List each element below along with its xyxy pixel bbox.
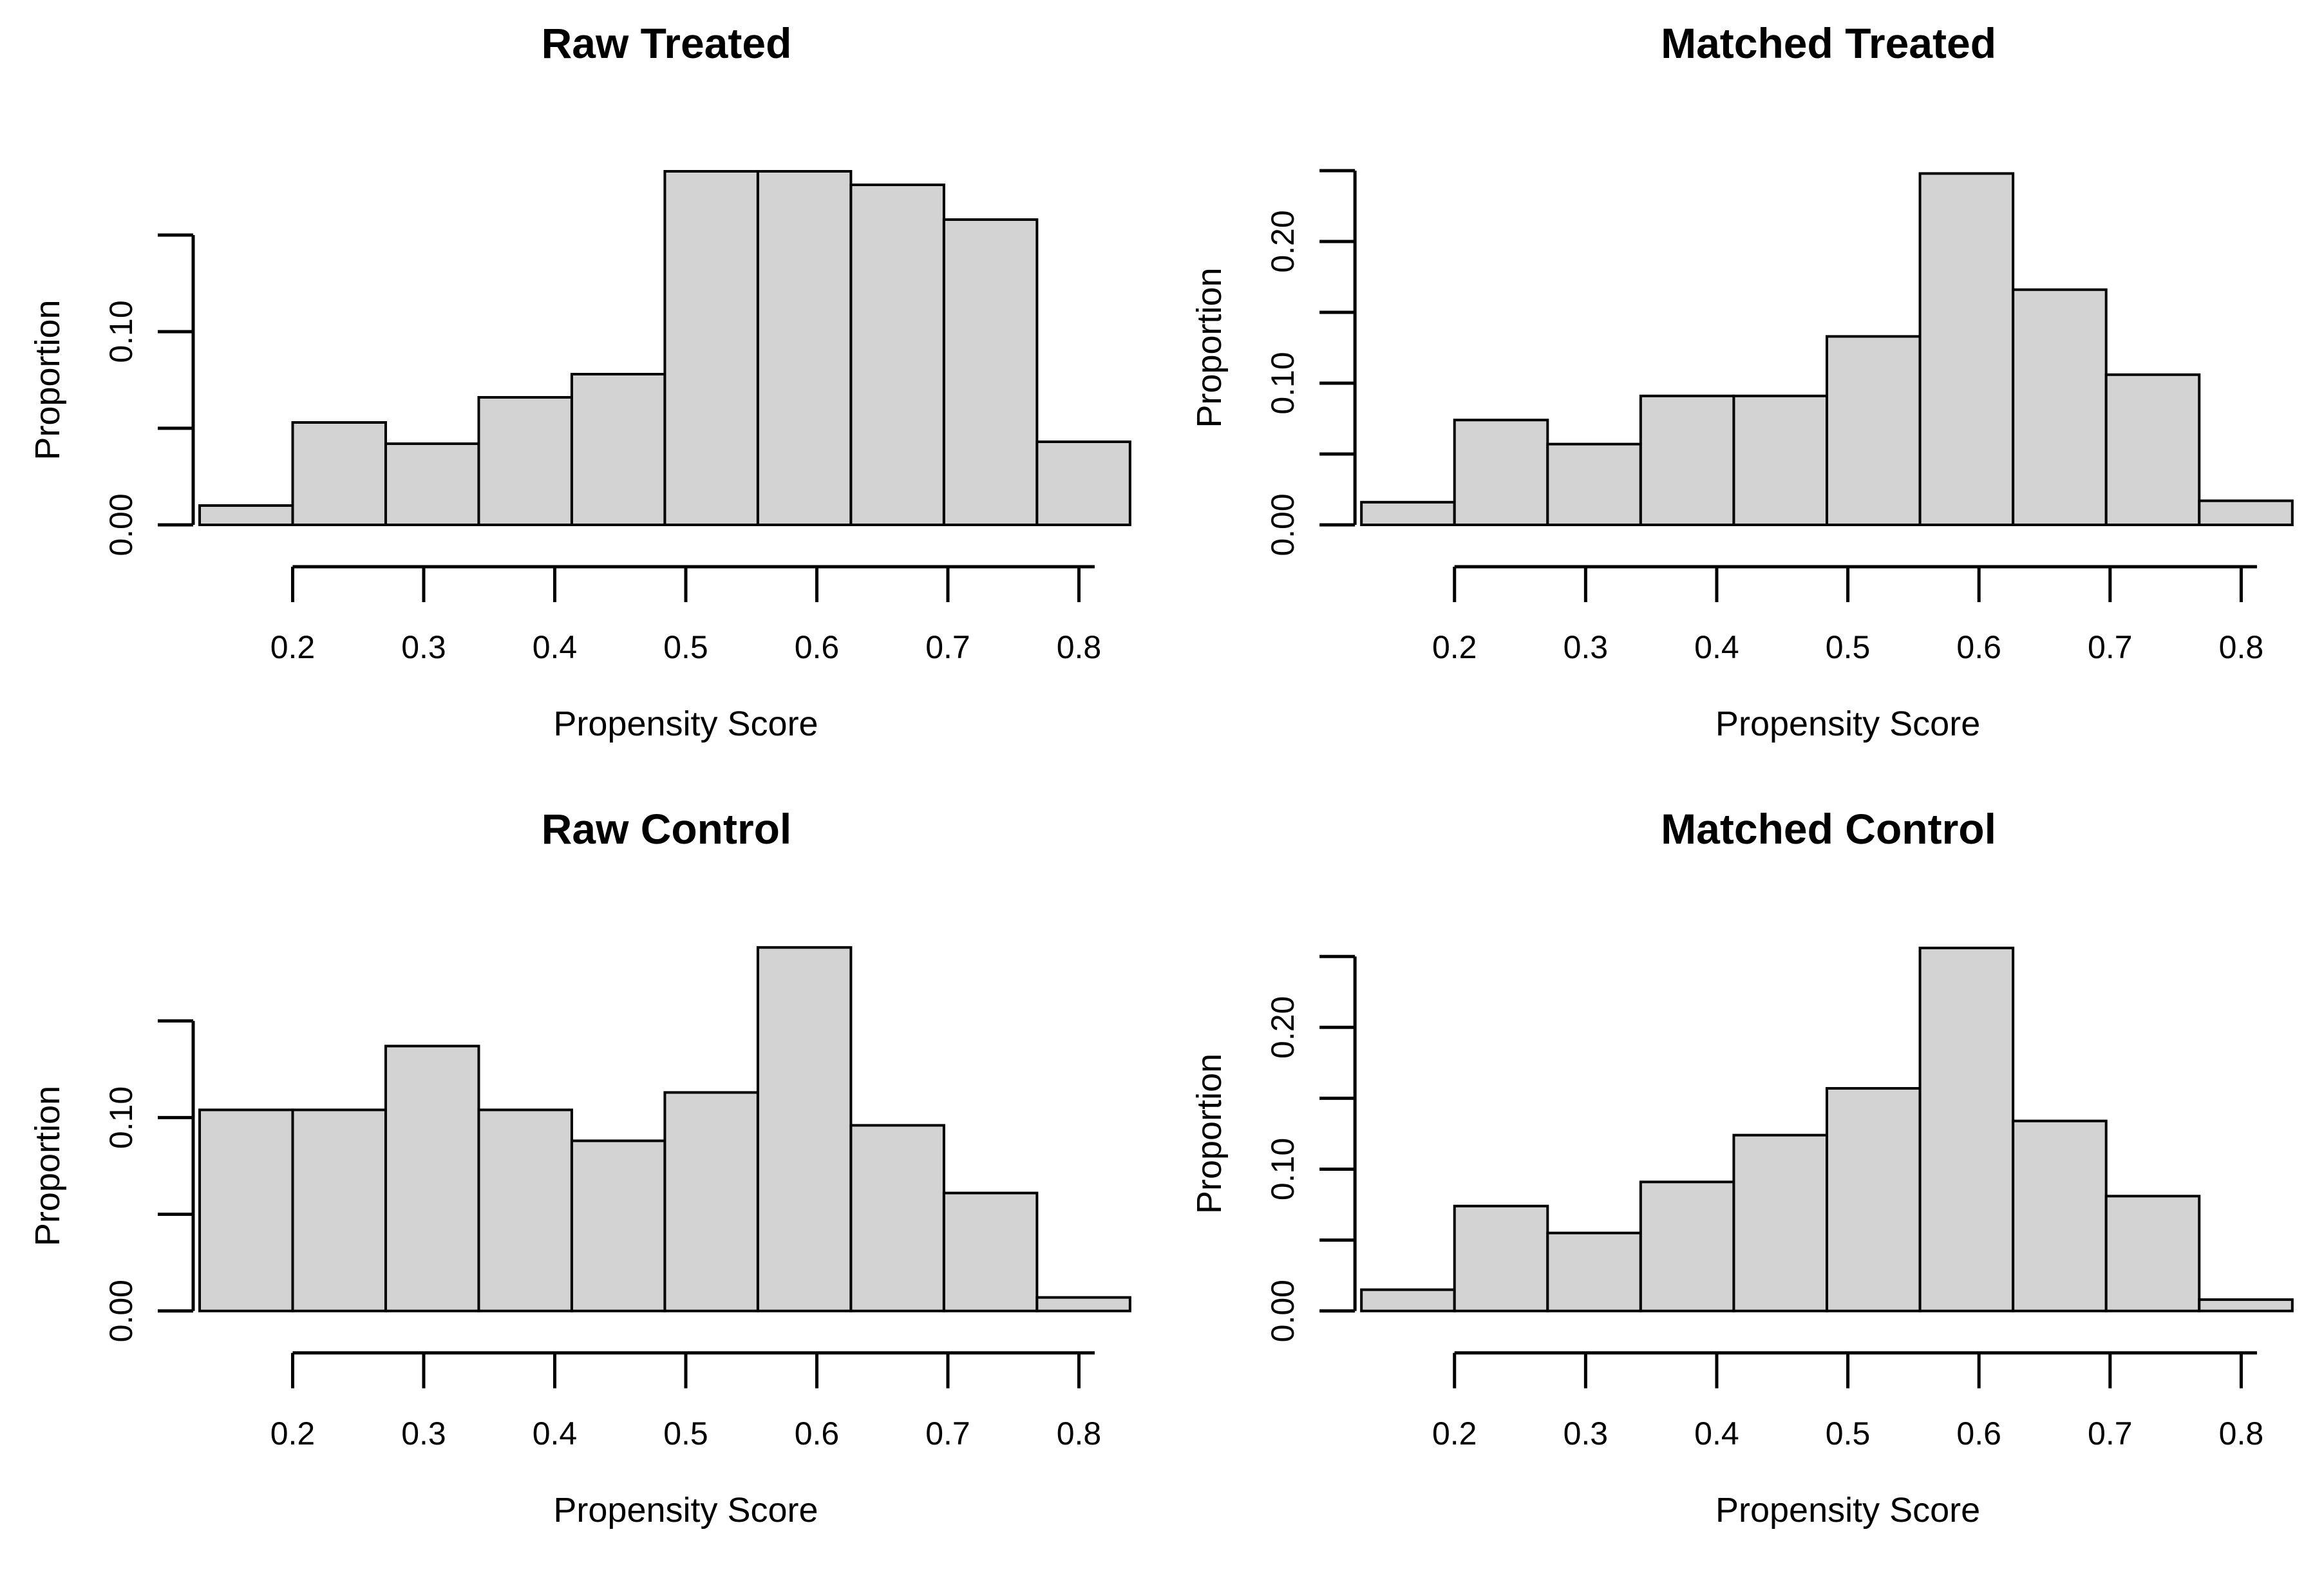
x-tick-label: 0.8: [2219, 1416, 2264, 1452]
panel-matched-control: 0.00 0.10 0.20 Proportion 0.2 0.3 0.4 0.5 0.6 0.7…: [1162, 786, 2324, 1572]
x-tick-label: 0.8: [1057, 629, 1102, 665]
histogram-bar: [1453, 1204, 1549, 1312]
histogram-bar: [1639, 394, 1735, 526]
x-tick-label: 0.6: [795, 629, 840, 665]
histogram-bar: [849, 1124, 945, 1312]
x-tick-label: 0.3: [401, 1416, 446, 1452]
x-tick-label: 0.6: [1956, 629, 2001, 665]
x-tick-label: 0.6: [1956, 1416, 2001, 1452]
histogram-bar: [2012, 1119, 2108, 1312]
x-tick-label: 0.2: [270, 1416, 316, 1452]
matched-control-histogram: 0.00 0.10 0.20 Proportion 0.2 0.3 0.4 0.5 0.6 0.7…: [1190, 805, 2294, 1529]
y-tick-label: 0.20: [1265, 210, 1301, 272]
x-axis-title: Propensity Score: [1715, 1491, 1980, 1529]
raw-treated-histogram: 0.00 0.10 Proportion 0.2 0.3 0.4 0.5 0.6 0.7 0.8 P…: [28, 19, 1131, 743]
panel-title: Matched Control: [1661, 805, 1996, 853]
panel-title: Raw Treated: [542, 19, 792, 67]
histogram-bar: [942, 1191, 1039, 1312]
histogram-bar: [1035, 1296, 1131, 1312]
x-tick-label: 0.5: [1826, 1416, 1871, 1452]
histogram-bar: [1825, 1086, 1922, 1312]
histogram-bar: [2104, 373, 2201, 526]
histogram-bar: [2198, 1298, 2294, 1312]
histogram-bar: [1453, 419, 1549, 527]
x-tick-label: 0.3: [1564, 1416, 1609, 1452]
x-tick-label: 0.4: [533, 629, 578, 665]
histogram-bar: [291, 1108, 387, 1312]
histogram-bar: [570, 373, 666, 526]
y-tick-label: 0.10: [1265, 352, 1301, 414]
panel-title: Raw Control: [542, 805, 791, 853]
x-tick-label: 0.8: [2219, 629, 2264, 665]
histogram-bar: [756, 946, 853, 1312]
x-tick-label: 0.7: [2088, 1416, 2133, 1452]
y-axis-title: Proportion: [1190, 267, 1229, 428]
x-axis-title: Propensity Score: [553, 1491, 818, 1529]
histogram-bar: [1918, 947, 2015, 1312]
histogram-bar: [1639, 1180, 1735, 1312]
histogram-bar: [756, 170, 853, 526]
histogram-bar: [198, 1108, 294, 1312]
y-tick-label: 0.10: [103, 300, 139, 363]
x-tick-label: 0.4: [1694, 1416, 1739, 1452]
histogram-bar: [1732, 1133, 1828, 1312]
y-tick-label: 0.20: [1265, 996, 1301, 1059]
histogram-bar: [2012, 288, 2108, 526]
histogram-bar: [1360, 500, 1456, 526]
x-tick-label: 0.8: [1057, 1416, 1102, 1452]
histogram-bar: [942, 218, 1039, 526]
histogram-bar: [291, 421, 387, 526]
histogram-bar: [570, 1139, 666, 1312]
x-tick-label: 0.6: [795, 1416, 840, 1452]
histogram-bar: [663, 1091, 759, 1312]
x-tick-label: 0.7: [925, 1416, 970, 1452]
panel-matched-treated: 0.00 0.10 0.20 Proportion 0.2 0.3 0.4 0.5 0.6 0.7…: [1162, 0, 2324, 786]
x-tick-label: 0.2: [1432, 629, 1477, 665]
histogram-bar: [384, 442, 480, 526]
y-tick-label: 0.10: [103, 1086, 139, 1149]
panel-raw-treated: 0.00 0.10 Proportion 0.2 0.3 0.4 0.5 0.6 0.7 0.8 P…: [0, 0, 1162, 786]
x-axis-title: Propensity Score: [1715, 705, 1980, 743]
x-tick-label: 0.3: [401, 629, 446, 665]
raw-control-histogram: 0.00 0.10 Proportion 0.2 0.3 0.4 0.5 0.6 0.7 0.8 P…: [28, 805, 1131, 1529]
y-tick-label: 0.10: [1265, 1138, 1301, 1200]
x-tick-label: 0.7: [925, 629, 970, 665]
histogram-bar: [1918, 172, 2015, 526]
histogram-bar: [198, 504, 294, 526]
y-tick-label: 0.00: [103, 1280, 139, 1342]
x-axis-title: Propensity Score: [553, 705, 818, 743]
histogram-bar: [1825, 335, 1922, 527]
y-axis-title: Proportion: [28, 1086, 67, 1246]
x-tick-label: 0.2: [270, 629, 316, 665]
x-tick-label: 0.5: [1826, 629, 1871, 665]
x-tick-label: 0.5: [663, 1416, 708, 1452]
x-tick-label: 0.4: [533, 1416, 578, 1452]
histogram-bar: [1546, 1231, 1642, 1312]
y-tick-label: 0.00: [1265, 1280, 1301, 1342]
y-axis-title: Proportion: [28, 299, 67, 460]
x-tick-label: 0.3: [1564, 629, 1609, 665]
matched-treated-histogram: 0.00 0.10 0.20 Proportion 0.2 0.3 0.4 0.5 0.6 0.7…: [1190, 19, 2294, 743]
histogram-bar: [1546, 442, 1642, 526]
histogram-bar: [663, 170, 759, 526]
histogram-bar: [477, 1108, 573, 1312]
histogram-bar: [2198, 499, 2294, 526]
panel-title: Matched Treated: [1661, 19, 1996, 67]
y-tick-label: 0.00: [1265, 493, 1301, 556]
y-axis-title: Proportion: [1190, 1054, 1229, 1214]
histogram-bar: [1732, 394, 1828, 526]
x-tick-label: 0.4: [1694, 629, 1739, 665]
histogram-bar: [384, 1045, 480, 1312]
x-tick-label: 0.7: [2088, 629, 2133, 665]
histogram-bar: [849, 184, 945, 526]
histogram-bar: [1035, 440, 1131, 526]
y-tick-label: 0.00: [103, 493, 139, 556]
x-tick-label: 0.5: [663, 629, 708, 665]
histogram-bar: [477, 396, 573, 526]
histogram-bar: [2104, 1195, 2201, 1312]
panel-raw-control: 0.00 0.10 Proportion 0.2 0.3 0.4 0.5 0.6 0.7 0.8 P…: [0, 786, 1162, 1572]
histogram-bar: [1360, 1288, 1456, 1312]
x-tick-label: 0.2: [1432, 1416, 1477, 1452]
